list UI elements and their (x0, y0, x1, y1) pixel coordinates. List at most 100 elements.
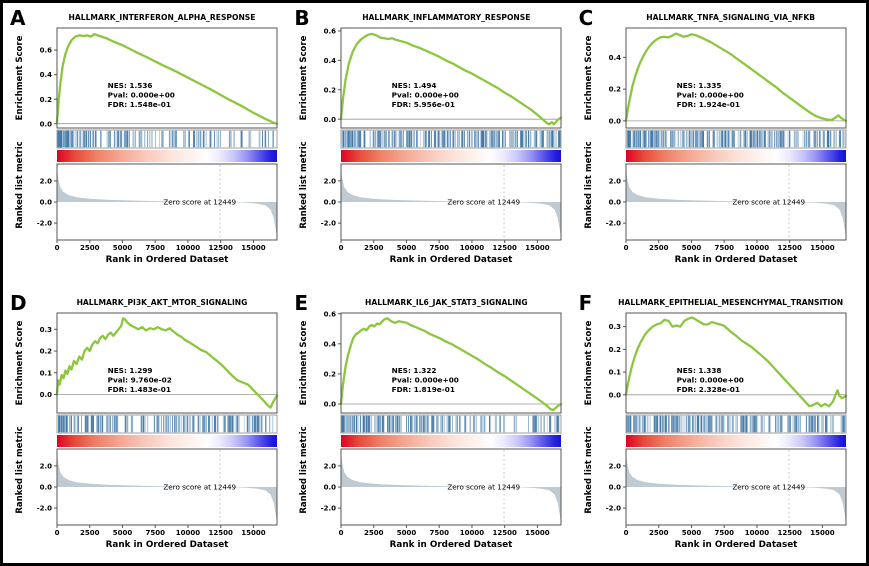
x-tick-label: 15000 (526, 244, 550, 252)
hit-barcode (340, 129, 562, 149)
stat-fdr: FDR: 1.819e-01 (392, 385, 455, 394)
es-ytick-label: 0.0 (40, 391, 53, 399)
es-curve (624, 32, 847, 123)
panel-letter: A (10, 6, 26, 30)
ranked-ytick-label: -2.0 (37, 220, 52, 228)
panel-title: HALLMARK_TNFA_SIGNALING_VIA_NFKB (646, 13, 816, 22)
x-tick-label: 10000 (744, 244, 768, 252)
es-ylabel: Enrichment Score (299, 320, 309, 405)
stat-nes: NES: 1.536 (108, 81, 153, 90)
x-tick-label: 15000 (241, 244, 265, 252)
es-curve (624, 316, 847, 408)
ranked-ytick-label: 0.0 (324, 199, 337, 207)
es-curve (55, 317, 279, 409)
gsea-plot-svg: 0.0 0.2 0.4 0.6 Enrichment Score NES: 1.494Pv… (299, 27, 563, 265)
gsea-plot-svg: 0.0 0.2 0.4 Enrichment Score NES: 1.335Pval:… (584, 27, 847, 265)
x-axis: 0 2500 5000 7500 10000 12500 15000 Rank in Orde… (55, 240, 266, 265)
x-tick-label: 15000 (241, 529, 265, 537)
ranked-ytick-label: -2.0 (321, 505, 336, 513)
x-axis: 0 2500 5000 7500 10000 12500 15000 Rank in Orde… (55, 525, 266, 550)
es-plot-box (56, 27, 278, 129)
ranked-ytick-label: 0.0 (608, 484, 621, 492)
es-ytick-label: 0.3 (40, 326, 53, 334)
es-ytick-label: 0.1 (608, 369, 621, 377)
x-axis-label: Rank in Ordered Dataset (390, 540, 513, 550)
enrichment-score-plot: 0.0 0.2 0.4 0.6 Enrichment Score NES: 1.322Pv… (299, 310, 563, 414)
x-tick-label: 12500 (209, 244, 233, 252)
x-tick-label: 7500 (430, 529, 450, 537)
ranked-ytick-label: -2.0 (321, 220, 336, 228)
x-tick-label: 5000 (681, 244, 701, 252)
es-ytick-label: 0.2 (324, 86, 337, 94)
ranked-metric-plot: Zero score at 12449 2.0 0.0 -2.0 Ranked list… (15, 426, 278, 526)
x-tick-label: 10000 (460, 529, 484, 537)
x-tick-label: 7500 (145, 244, 165, 252)
enrichment-score-plot: 0.0 0.2 0.4 0.6 Enrichment Score NES: 1.536Pv… (15, 27, 279, 129)
zero-score-label: Zero score at 12449 (448, 483, 521, 492)
es-plot-box (340, 27, 562, 129)
gsea-plot-svg: 0.0 0.2 0.4 0.6 Enrichment Score NES: 1.536Pv… (15, 27, 279, 265)
es-ytick-label: 0.6 (324, 28, 337, 36)
gsea-panel: D HALLMARK_PI3K_AKT_MTOR_SIGNALING 0.0 0.… (9, 291, 289, 561)
stat-fdr: FDR: 1.483e-01 (108, 385, 171, 394)
ranked-ylabel: Ranked list metric (299, 426, 309, 513)
stat-fdr: FDR: 1.924e-01 (676, 100, 739, 109)
ranked-ytick-label: 0.0 (40, 199, 53, 207)
x-tick-label: 7500 (714, 529, 734, 537)
rank-gradient-bar (57, 150, 277, 162)
ranked-metric-plot: Zero score at 12449 2.0 0.0 -2.0 Ranked list… (299, 426, 562, 526)
stat-nes: NES: 1.322 (392, 366, 437, 375)
zero-score-label: Zero score at 12449 (163, 198, 236, 207)
enrichment-score-plot: 0.0 0.2 0.4 Enrichment Score NES: 1.335Pval:… (584, 27, 847, 129)
es-ytick-label: 0.2 (40, 96, 53, 104)
x-axis-label: Rank in Ordered Dataset (390, 255, 513, 265)
hit-barcode (340, 414, 562, 434)
es-plot-box (625, 27, 847, 129)
x-tick-label: 2500 (364, 529, 384, 537)
zero-score-label: Zero score at 12449 (732, 483, 805, 492)
panel-letter: D (10, 291, 27, 315)
x-axis: 0 2500 5000 7500 10000 12500 15000 Rank in Orde… (339, 240, 550, 265)
panel-letter: F (578, 291, 593, 315)
x-tick-label: 0 (623, 529, 628, 537)
gsea-panel: F HALLMARK_EPITHELIAL_MESENCHYMAL_TRANSI… (578, 291, 858, 561)
stat-nes: NES: 1.494 (392, 81, 437, 90)
gsea-panel: C HALLMARK_TNFA_SIGNALING_VIA_NFKB 0.0 0.… (578, 6, 858, 276)
rank-gradient-bar (341, 435, 562, 447)
es-ytick-label: 0.2 (608, 86, 621, 94)
es-ytick-label: 0.4 (324, 57, 337, 65)
hit-barcode (625, 129, 847, 149)
enrichment-score-plot: 0.0 0.2 0.4 0.6 Enrichment Score NES: 1.494Pv… (299, 27, 563, 129)
ranked-ylabel: Ranked list metric (299, 141, 309, 228)
x-tick-label: 7500 (714, 244, 734, 252)
panel-title: HALLMARK_EPITHELIAL_MESENCHYMAL_TRANSITI… (618, 298, 844, 307)
es-ytick-label: 0.6 (324, 310, 337, 318)
x-tick-label: 12500 (493, 529, 517, 537)
panel-title: HALLMARK_IL6_JAK_STAT3_SIGNALING (365, 298, 528, 307)
x-tick-label: 12500 (777, 529, 801, 537)
ranked-ylabel: Ranked list metric (15, 426, 25, 513)
stat-nes: NES: 1.335 (676, 81, 721, 90)
es-ytick-label: 0.1 (40, 369, 53, 377)
x-tick-label: 15000 (810, 244, 834, 252)
stat-pval: Pval: 9.760e-02 (108, 376, 172, 385)
stat-pval: Pval: 0.000e+00 (392, 91, 459, 100)
stat-pval: Pval: 0.000e+00 (676, 376, 743, 385)
es-plot-box (340, 312, 562, 414)
x-axis-label: Rank in Ordered Dataset (674, 540, 797, 550)
x-tick-label: 2500 (80, 244, 100, 252)
rank-gradient-bar (625, 435, 846, 447)
panel-letter: C (578, 6, 594, 30)
gsea-panel: E HALLMARK_IL6_JAK_STAT3_SIGNALING 0.0 0.… (293, 291, 573, 561)
enrichment-score-plot: 0.0 0.1 0.2 0.3 Enrichment Score NES: 1.338Pv… (584, 312, 847, 414)
ranked-metric-plot: Zero score at 12449 2.0 0.0 -2.0 Ranked list… (584, 141, 847, 241)
gsea-plot-svg: 0.0 0.1 0.2 0.3 Enrichment Score NES: 1.299Pv… (15, 312, 279, 550)
x-tick-label: 0 (623, 244, 628, 252)
es-ytick-label: 0.0 (324, 401, 337, 409)
zero-score-label: Zero score at 12449 (732, 198, 805, 207)
stat-nes: NES: 1.338 (676, 366, 721, 375)
rank-gradient-bar (341, 150, 562, 162)
es-curve (55, 32, 279, 125)
es-ytick-label: 0.2 (40, 348, 53, 356)
